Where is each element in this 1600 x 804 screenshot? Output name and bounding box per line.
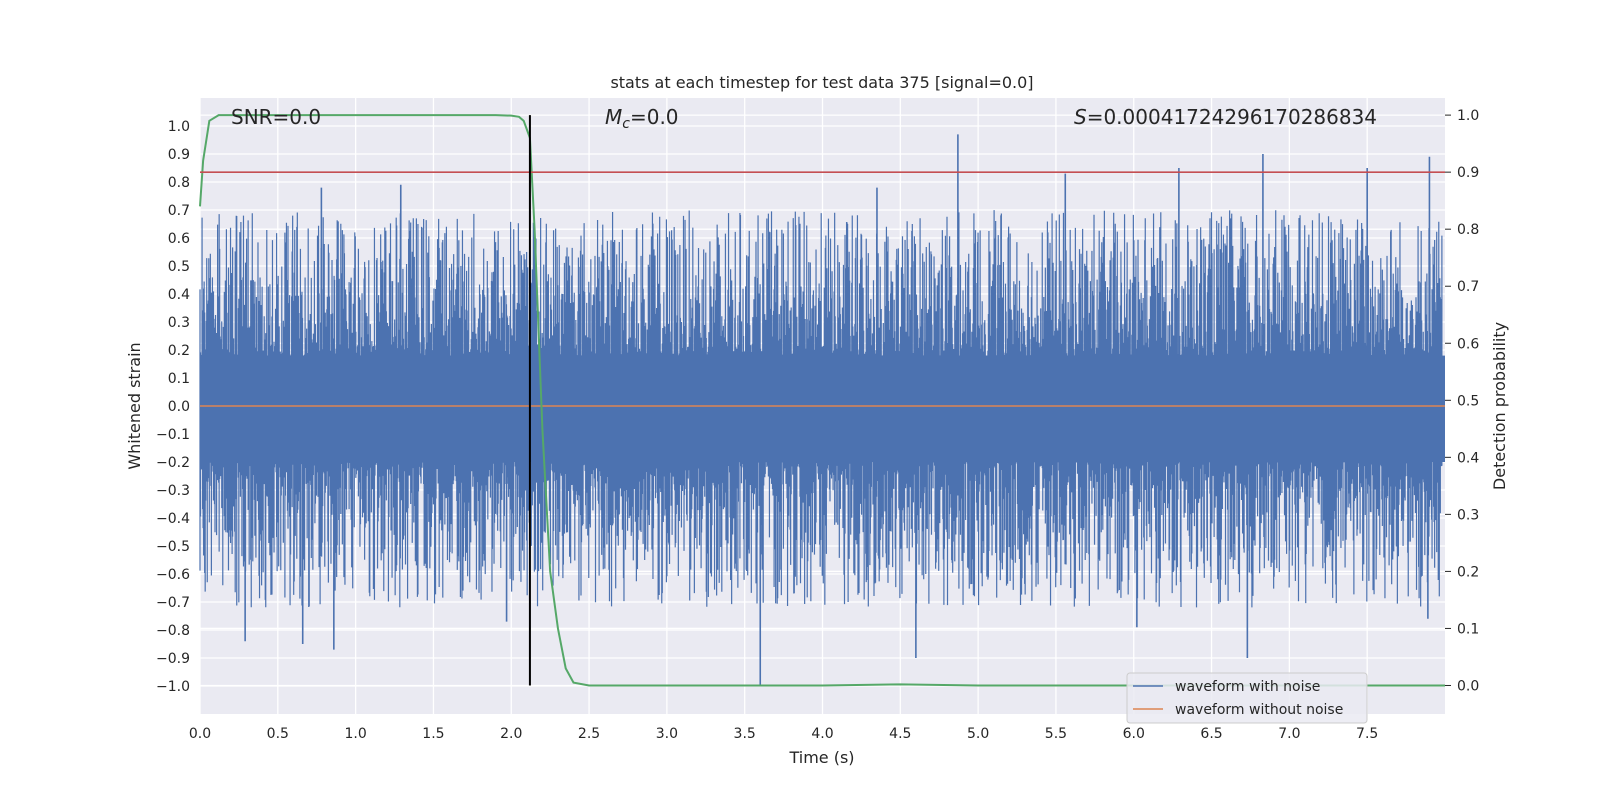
y-tick-label-left: −0.4: [156, 511, 190, 527]
legend-label-noise: waveform with noise: [1175, 679, 1320, 695]
y-tick-label-left: 0.7: [168, 203, 190, 219]
y-tick-label-left: −0.1: [156, 427, 190, 443]
y-tick-label-left: −0.7: [156, 595, 190, 611]
y-tick-label-left: 0.9: [168, 147, 190, 163]
y-tick-label-left: −0.3: [156, 483, 190, 499]
y-tick-label-left: −0.9: [156, 651, 190, 667]
legend: waveform with noise waveform without noi…: [1126, 672, 1368, 724]
y-tick-label-right: 0.4: [1457, 450, 1479, 466]
x-tick-label: 0.0: [189, 726, 211, 742]
y-tick-label-left: 0.4: [168, 287, 190, 303]
x-tick-label: 3.5: [734, 726, 756, 742]
mc-annotation: Mc=0.0: [605, 105, 679, 132]
mc-symbol: M: [605, 105, 622, 129]
y-tick-label-right: 1.0: [1457, 108, 1479, 124]
y-tick-label-left: −0.5: [156, 539, 190, 555]
y-tick-label-left: 0.3: [168, 315, 190, 331]
legend-box: [1126, 672, 1368, 724]
y-tick-label-left: 1.0: [168, 119, 190, 135]
y-tick-label-right: 0.9: [1457, 165, 1479, 181]
x-tick-label: 5.0: [967, 726, 989, 742]
legend-label-clean: waveform without noise: [1175, 702, 1343, 718]
x-tick-label: 2.5: [578, 726, 600, 742]
x-tick-label: 6.0: [1123, 726, 1145, 742]
y-tick-label-right: 0.7: [1457, 279, 1479, 295]
mc-value: =0.0: [630, 105, 679, 129]
x-tick-label: 4.0: [811, 726, 833, 742]
chart-title: stats at each timestep for test data 375…: [610, 73, 1033, 92]
detection-probability-line: [199, 114, 1445, 687]
s-symbol: S: [1074, 105, 1087, 129]
s-value: =0.00041724296170286834: [1087, 105, 1377, 129]
x-tick-label: 2.0: [500, 726, 522, 742]
x-tick-label: 4.5: [889, 726, 911, 742]
x-tick-label: 0.5: [267, 726, 289, 742]
x-tick-label: 1.0: [344, 726, 366, 742]
y-tick-label-left: −0.2: [156, 455, 190, 471]
y-tick-label-left: 0.8: [168, 175, 190, 191]
y-tick-label-right: 0.3: [1457, 507, 1479, 523]
tick-labels: 0.0 0.5 1.0 1.5 2.0 2.5 3.0 3.5 4.0 4.5 5.0 5.5 6.0 6…: [156, 108, 1479, 742]
x-tick-label: 7.5: [1356, 726, 1378, 742]
y-tick-label-right: 0.2: [1457, 564, 1479, 580]
y-tick-label-left: 0.2: [168, 343, 190, 359]
noise-trace: [199, 210, 1443, 608]
y-tick-label-left: −1.0: [156, 679, 190, 695]
waveform-with-noise-series: [199, 134, 1445, 686]
x-axis-label: Time (s): [788, 748, 854, 767]
y-tick-label-right: 0.5: [1457, 393, 1479, 409]
s-annotation: S=0.00041724296170286834: [1074, 105, 1377, 129]
y-tick-label-right: 0.8: [1457, 222, 1479, 238]
y-tick-label-right: 0.1: [1457, 621, 1479, 637]
y-tick-label-right: 0.0: [1457, 678, 1479, 694]
x-tick-label: 5.5: [1045, 726, 1067, 742]
x-tick-label: 7.0: [1278, 726, 1300, 742]
x-tick-label: 3.0: [656, 726, 678, 742]
y-axis-label-right: Detection probability: [1490, 322, 1509, 490]
snr-annotation: SNR=0.0: [231, 105, 321, 129]
y-tick-label-left: 0.0: [168, 399, 190, 415]
y-tick-label-left: 0.5: [168, 259, 190, 275]
mc-subscript: c: [622, 116, 630, 132]
x-tick-label: 6.5: [1200, 726, 1222, 742]
y-tick-label-left: 0.6: [168, 231, 190, 247]
y-tick-label-left: −0.8: [156, 623, 190, 639]
y-tick-label-left: 0.1: [168, 371, 190, 387]
line-series: [199, 114, 1445, 687]
y-axis-label-left: Whitened strain: [125, 342, 144, 469]
y-tick-label-left: −0.6: [156, 567, 190, 583]
x-tick-label: 1.5: [422, 726, 444, 742]
y-tick-label-right: 0.6: [1457, 336, 1479, 352]
